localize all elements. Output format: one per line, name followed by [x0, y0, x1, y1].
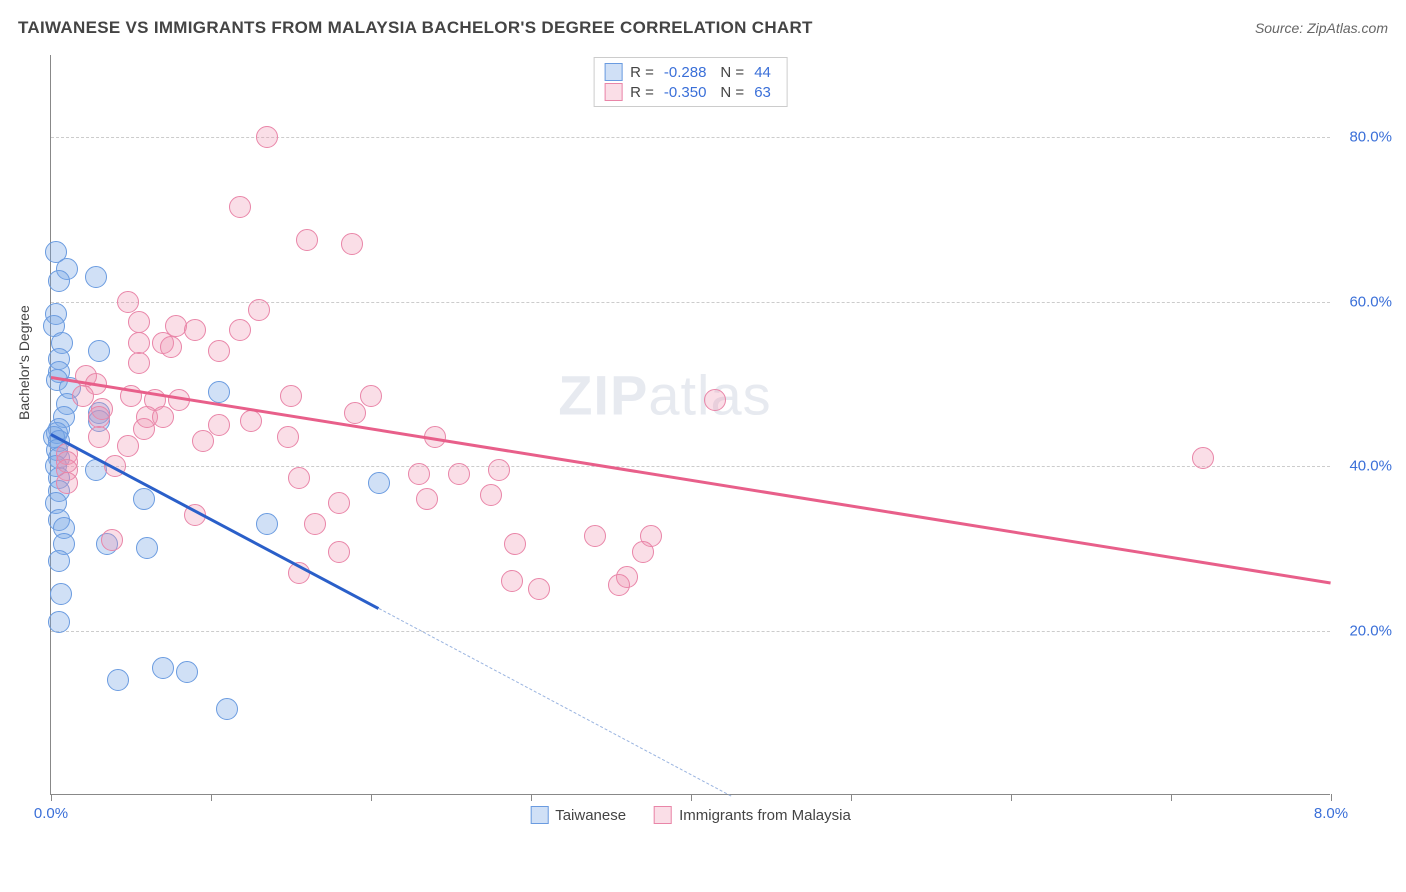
scatter-point-malaysia [184, 319, 206, 341]
x-tick [1171, 794, 1172, 801]
scatter-point-malaysia [88, 426, 110, 448]
x-tick [531, 794, 532, 801]
scatter-point-malaysia [488, 459, 510, 481]
scatter-point-taiwanese [368, 472, 390, 494]
scatter-point-malaysia [229, 196, 251, 218]
x-tick [1011, 794, 1012, 801]
scatter-point-taiwanese [208, 381, 230, 403]
scatter-point-malaysia [504, 533, 526, 555]
scatter-point-malaysia [704, 389, 726, 411]
scatter-point-taiwanese [88, 340, 110, 362]
trendline [50, 433, 379, 610]
gridline [51, 466, 1330, 467]
scatter-point-malaysia [328, 541, 350, 563]
scatter-point-malaysia [160, 336, 182, 358]
scatter-point-taiwanese [176, 661, 198, 683]
y-tick-label: 80.0% [1338, 129, 1392, 146]
x-tick [851, 794, 852, 801]
stat-row-taiwanese: R = -0.288 N = 44 [604, 62, 777, 82]
x-tick [371, 794, 372, 801]
scatter-point-malaysia [88, 406, 110, 428]
scatter-point-taiwanese [50, 583, 72, 605]
x-tick [691, 794, 692, 801]
scatter-point-malaysia [117, 291, 139, 313]
scatter-point-malaysia [1192, 447, 1214, 469]
trendline-extrapolated [379, 608, 731, 796]
scatter-point-taiwanese [152, 657, 174, 679]
scatter-point-malaysia [296, 229, 318, 251]
scatter-point-malaysia [528, 578, 550, 600]
scatter-point-taiwanese [216, 698, 238, 720]
scatter-point-malaysia [480, 484, 502, 506]
scatter-point-malaysia [608, 574, 630, 596]
x-tick [1331, 794, 1332, 801]
scatter-point-taiwanese [48, 611, 70, 633]
y-tick-label: 60.0% [1338, 293, 1392, 310]
scatter-point-malaysia [117, 435, 139, 457]
scatter-point-malaysia [632, 541, 654, 563]
y-tick-label: 40.0% [1338, 458, 1392, 475]
correlation-stats-legend: R = -0.288 N = 44 R = -0.350 N = 63 [593, 57, 788, 107]
source-attribution: Source: ZipAtlas.com [1255, 20, 1388, 36]
scatter-point-malaysia [229, 319, 251, 341]
x-tick [51, 794, 52, 801]
scatter-point-malaysia [328, 492, 350, 514]
series-legend: Taiwanese Immigrants from Malaysia [530, 806, 851, 824]
scatter-point-malaysia [128, 352, 150, 374]
scatter-point-malaysia [56, 472, 78, 494]
scatter-point-malaysia [344, 402, 366, 424]
x-tick [211, 794, 212, 801]
gridline [51, 137, 1330, 138]
legend-item-taiwanese: Taiwanese [530, 806, 626, 824]
scatter-point-malaysia [248, 299, 270, 321]
scatter-point-malaysia [152, 406, 174, 428]
scatter-point-malaysia [101, 529, 123, 551]
scatter-point-malaysia [128, 332, 150, 354]
swatch-taiwanese [604, 63, 622, 81]
scatter-point-malaysia [448, 463, 470, 485]
scatter-point-taiwanese [85, 266, 107, 288]
scatter-point-malaysia [584, 525, 606, 547]
scatter-point-malaysia [341, 233, 363, 255]
scatter-point-malaysia [128, 311, 150, 333]
scatter-point-malaysia [304, 513, 326, 535]
scatter-point-malaysia [277, 426, 299, 448]
scatter-point-malaysia [280, 385, 302, 407]
scatter-point-taiwanese [107, 669, 129, 691]
scatter-point-malaysia [416, 488, 438, 510]
scatter-point-taiwanese [48, 270, 70, 292]
stat-row-malaysia: R = -0.350 N = 63 [604, 82, 777, 102]
gridline [51, 302, 1330, 303]
swatch-malaysia [604, 83, 622, 101]
scatter-point-taiwanese [133, 488, 155, 510]
swatch-taiwanese [530, 806, 548, 824]
scatter-point-malaysia [72, 385, 94, 407]
legend-item-malaysia: Immigrants from Malaysia [654, 806, 851, 824]
scatter-point-malaysia [133, 418, 155, 440]
chart-title: TAIWANESE VS IMMIGRANTS FROM MALAYSIA BA… [18, 18, 813, 38]
scatter-point-taiwanese [48, 550, 70, 572]
x-tick-label: 0.0% [34, 805, 68, 822]
scatter-point-malaysia [208, 414, 230, 436]
scatter-point-malaysia [192, 430, 214, 452]
scatter-point-malaysia [256, 126, 278, 148]
trendline [51, 376, 1331, 584]
scatter-point-taiwanese [256, 513, 278, 535]
scatter-point-malaysia [240, 410, 262, 432]
swatch-malaysia [654, 806, 672, 824]
scatter-point-malaysia [208, 340, 230, 362]
scatter-point-malaysia [501, 570, 523, 592]
y-axis-label: Bachelor's Degree [16, 305, 32, 420]
y-tick-label: 20.0% [1338, 622, 1392, 639]
scatter-point-malaysia [288, 467, 310, 489]
scatter-point-malaysia [360, 385, 382, 407]
gridline [51, 631, 1330, 632]
scatter-point-taiwanese [136, 537, 158, 559]
x-tick-label: 8.0% [1314, 805, 1348, 822]
chart-plot-area: ZIPatlas R = -0.288 N = 44 R = -0.350 N … [50, 55, 1330, 795]
watermark: ZIPatlas [558, 362, 771, 427]
scatter-point-malaysia [408, 463, 430, 485]
